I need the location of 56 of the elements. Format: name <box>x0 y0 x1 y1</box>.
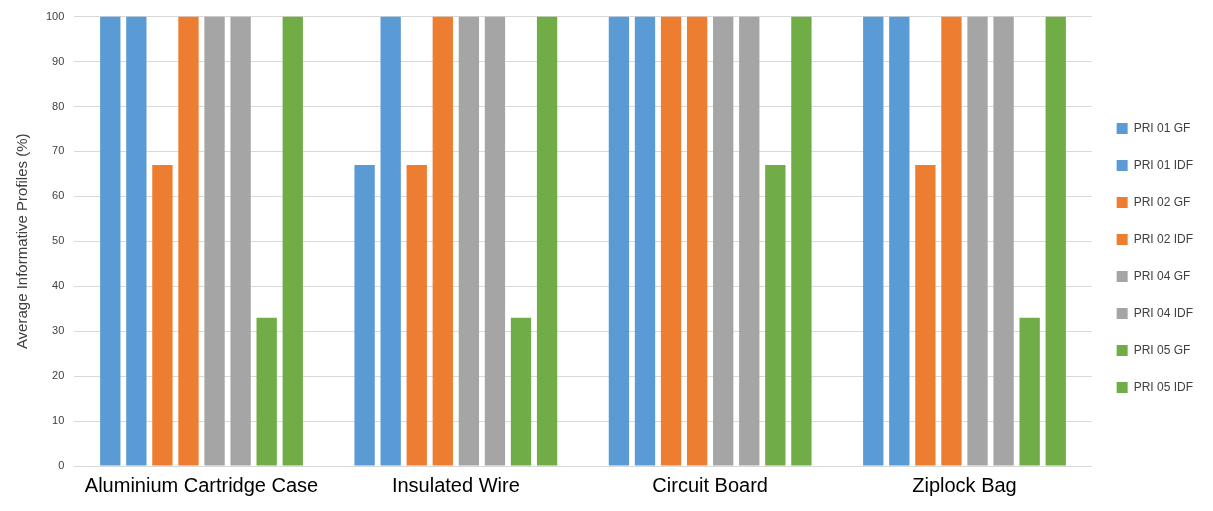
y-tick-label: 90 <box>52 54 65 67</box>
bar <box>889 16 910 466</box>
bar <box>458 16 480 466</box>
bar <box>608 16 630 466</box>
y-tick-label: 80 <box>52 99 65 112</box>
y-tick-label: 50 <box>52 234 65 247</box>
legend-label: PRI 05 GF <box>1133 342 1191 357</box>
bar <box>126 16 147 466</box>
bar <box>432 16 453 466</box>
legend-label: PRI 04 IDF <box>1133 305 1194 320</box>
bar <box>152 164 173 466</box>
y-tick-label: 20 <box>52 369 65 382</box>
legend-label: PRI 01 GF <box>1133 120 1191 135</box>
bar <box>713 16 734 466</box>
y-tick-label: 0 <box>58 459 65 472</box>
bar <box>941 16 962 466</box>
bar <box>510 317 532 466</box>
bar <box>256 317 277 466</box>
y-tick-label: 10 <box>52 414 65 427</box>
x-tick-label: Ziplock Bag <box>912 473 1017 496</box>
bar <box>380 16 401 466</box>
bar <box>100 16 121 466</box>
bar <box>967 16 988 466</box>
x-tick-label: Circuit Board <box>652 473 768 496</box>
y-tick-label: 60 <box>52 189 65 202</box>
bar <box>1019 317 1040 466</box>
bar <box>406 164 427 466</box>
y-tick-label: 70 <box>52 144 65 157</box>
y-tick-label: 100 <box>45 9 65 22</box>
bar <box>204 16 225 466</box>
y-tick-label: 30 <box>52 324 65 337</box>
bar <box>230 16 251 466</box>
legend-label: PRI 05 IDF <box>1133 379 1194 394</box>
legend-label: PRI 02 GF <box>1133 194 1191 209</box>
x-tick-label: Aluminium Cartridge Case <box>84 473 319 496</box>
bar <box>178 16 199 466</box>
bar <box>739 16 760 466</box>
bar <box>634 16 656 466</box>
y-tick-label: 40 <box>52 279 65 292</box>
legend-label: PRI 02 IDF <box>1133 231 1194 246</box>
bar <box>915 164 936 466</box>
bar <box>484 16 506 466</box>
bar <box>686 16 708 466</box>
legend-label: PRI 01 IDF <box>1133 157 1194 172</box>
bar <box>536 16 558 466</box>
bar <box>354 164 375 466</box>
x-tick-label: Insulated Wire <box>391 473 520 496</box>
bar <box>993 16 1014 466</box>
bar <box>660 16 682 466</box>
bar <box>791 16 812 466</box>
bar <box>863 16 884 466</box>
bar <box>765 164 786 466</box>
bar <box>282 16 303 466</box>
bar <box>1045 16 1066 466</box>
y-axis-title: Average Informative Profiles (%) <box>13 133 31 350</box>
legend-label: PRI 04 GF <box>1133 268 1191 283</box>
